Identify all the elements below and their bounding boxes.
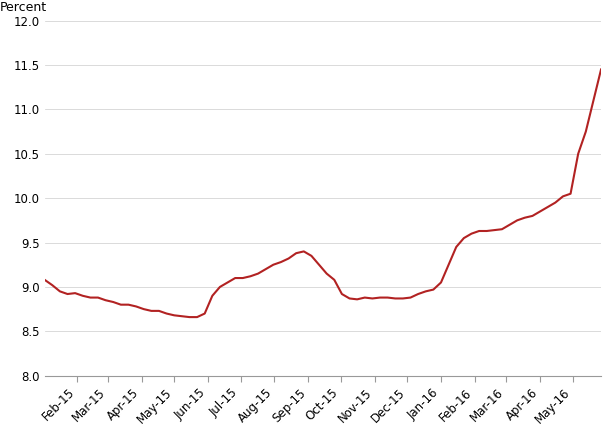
Y-axis label: Percent: Percent bbox=[0, 0, 47, 13]
